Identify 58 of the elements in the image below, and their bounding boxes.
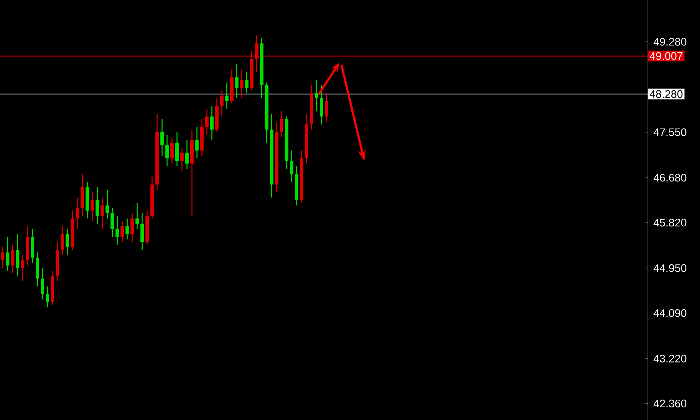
- candlestick: [210, 106, 214, 141]
- candlestick: [120, 220, 124, 243]
- candlestick: [1, 246, 5, 269]
- candlestick: [126, 218, 130, 240]
- candlestick: [190, 129, 194, 217]
- candlestick: [116, 216, 120, 246]
- candlestick: [16, 234, 20, 277]
- y-tick-label: 45.820: [654, 218, 687, 227]
- candlestick: [96, 186, 100, 224]
- candlestick: [220, 90, 224, 118]
- candlestick: [46, 286, 50, 308]
- y-tick-label: 44.950: [654, 264, 687, 272]
- candlestick: [160, 118, 164, 156]
- candlestick: [205, 108, 209, 136]
- candlestick: [180, 148, 184, 172]
- candlestick: [225, 82, 229, 110]
- candlestick: [26, 226, 30, 266]
- candlestick: [170, 137, 174, 164]
- candlestick: [60, 226, 64, 256]
- candlestick: [185, 140, 189, 170]
- candlestick: [6, 236, 10, 272]
- candlestick: [100, 197, 104, 230]
- candlestick: [215, 98, 219, 133]
- y-tick-label: 43.220: [654, 354, 687, 363]
- candlestick: [324, 92, 328, 122]
- candlestick: [136, 202, 140, 230]
- candlestick: [86, 182, 90, 220]
- y-tick-label: 49.280: [654, 38, 687, 46]
- candlestick: [166, 134, 170, 167]
- candlestick: [90, 192, 94, 222]
- candlestick: [230, 69, 234, 104]
- candlestick: [66, 228, 70, 256]
- candlestick: [315, 80, 318, 112]
- candlestick: [76, 197, 80, 230]
- y-tick-label: 46.680: [654, 174, 687, 182]
- candlestick: [21, 254, 25, 282]
- candlestick: [36, 252, 40, 288]
- candlestick: [31, 228, 35, 264]
- candlestick: [290, 150, 294, 183]
- candlestick: [176, 132, 180, 167]
- candlestick: [280, 110, 284, 138]
- candlestick: [140, 212, 144, 250]
- y-tick-label: 44.090: [654, 309, 687, 318]
- candlestick: [41, 268, 44, 300]
- y-tick-label: 47.550: [654, 128, 687, 136]
- candlestick: [200, 118, 204, 156]
- candlestick: [240, 69, 244, 99]
- candlestick: [106, 189, 110, 220]
- candlestick: [11, 244, 15, 274]
- candlestick: [80, 174, 84, 217]
- candlestick: [235, 64, 239, 99]
- candlestick: [130, 212, 134, 243]
- ref-line-label: 48.280: [650, 90, 683, 98]
- candlestick: [320, 84, 324, 126]
- ref-line-label: 49.007: [650, 52, 683, 60]
- y-tick-label: 42.360: [654, 400, 687, 408]
- candlestick: [195, 126, 199, 160]
- candlestick: [110, 208, 114, 238]
